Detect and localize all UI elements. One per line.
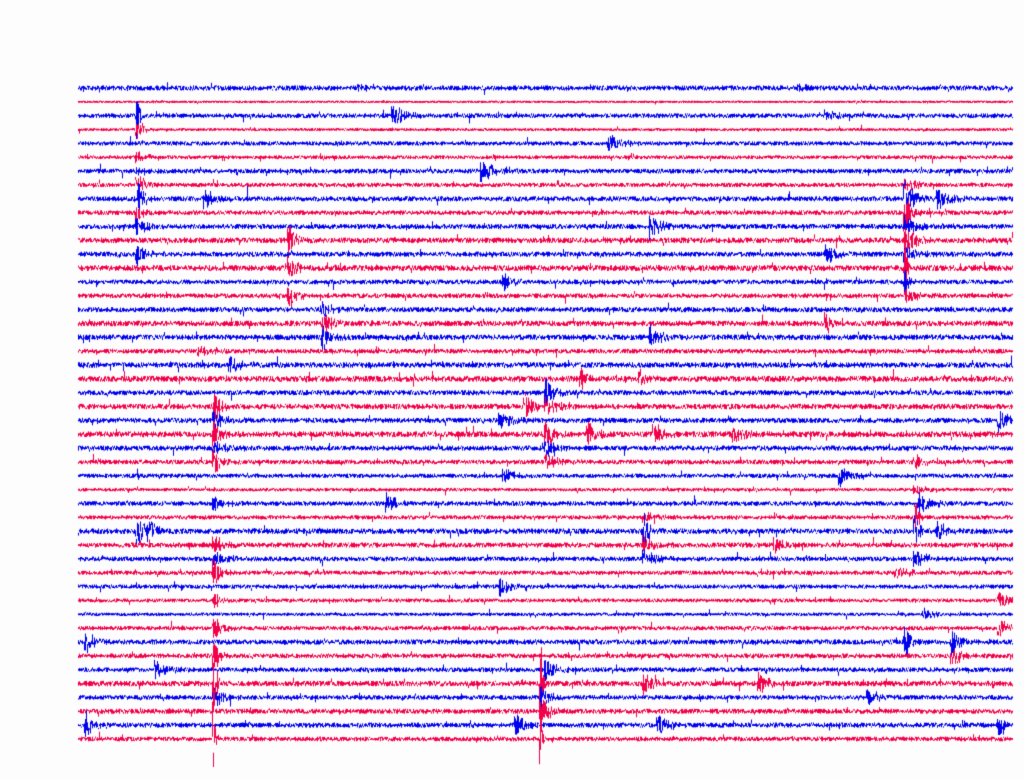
seismogram-canvas — [0, 0, 1024, 780]
seismogram-plot — [0, 0, 1024, 780]
